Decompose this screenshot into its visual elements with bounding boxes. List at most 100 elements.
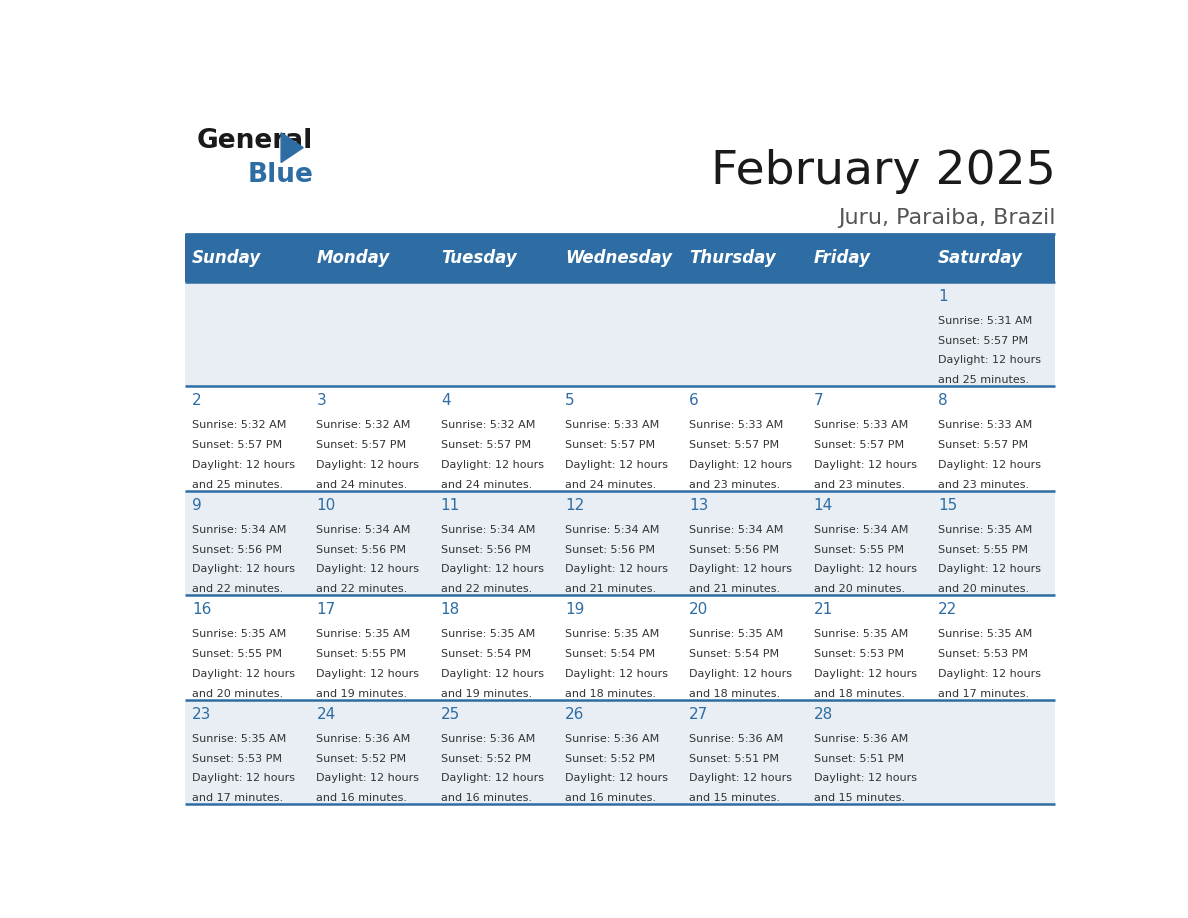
Text: Sunrise: 5:33 AM: Sunrise: 5:33 AM bbox=[565, 420, 659, 431]
FancyBboxPatch shape bbox=[807, 282, 931, 386]
Text: Sunrise: 5:36 AM: Sunrise: 5:36 AM bbox=[689, 733, 784, 744]
FancyBboxPatch shape bbox=[310, 386, 434, 491]
Text: Sunset: 5:51 PM: Sunset: 5:51 PM bbox=[814, 754, 904, 764]
FancyBboxPatch shape bbox=[931, 234, 1055, 282]
Text: Sunset: 5:52 PM: Sunset: 5:52 PM bbox=[441, 754, 531, 764]
Text: 24: 24 bbox=[316, 707, 336, 722]
Text: and 22 minutes.: and 22 minutes. bbox=[441, 584, 532, 594]
FancyBboxPatch shape bbox=[807, 386, 931, 491]
Text: Thursday: Thursday bbox=[689, 249, 776, 267]
Text: 12: 12 bbox=[565, 498, 584, 513]
FancyBboxPatch shape bbox=[185, 491, 310, 596]
Text: 5: 5 bbox=[565, 394, 575, 409]
Text: and 22 minutes.: and 22 minutes. bbox=[316, 584, 407, 594]
Text: and 23 minutes.: and 23 minutes. bbox=[689, 480, 781, 489]
Text: Daylight: 12 hours: Daylight: 12 hours bbox=[565, 460, 668, 470]
FancyBboxPatch shape bbox=[310, 491, 434, 596]
FancyBboxPatch shape bbox=[434, 596, 558, 700]
Text: Saturday: Saturday bbox=[939, 249, 1023, 267]
Text: 25: 25 bbox=[441, 707, 460, 722]
Text: Tuesday: Tuesday bbox=[441, 249, 517, 267]
Text: Daylight: 12 hours: Daylight: 12 hours bbox=[192, 565, 295, 575]
FancyBboxPatch shape bbox=[682, 700, 807, 804]
Text: Sunset: 5:57 PM: Sunset: 5:57 PM bbox=[939, 336, 1028, 346]
FancyBboxPatch shape bbox=[185, 282, 310, 386]
Text: Daylight: 12 hours: Daylight: 12 hours bbox=[939, 669, 1041, 679]
Text: 9: 9 bbox=[192, 498, 202, 513]
Text: 13: 13 bbox=[689, 498, 709, 513]
Text: Daylight: 12 hours: Daylight: 12 hours bbox=[939, 565, 1041, 575]
Text: Sunrise: 5:35 AM: Sunrise: 5:35 AM bbox=[939, 629, 1032, 639]
Text: Sunset: 5:57 PM: Sunset: 5:57 PM bbox=[192, 440, 283, 450]
FancyBboxPatch shape bbox=[185, 596, 310, 700]
Text: Sunset: 5:57 PM: Sunset: 5:57 PM bbox=[814, 440, 904, 450]
Text: Sunrise: 5:34 AM: Sunrise: 5:34 AM bbox=[814, 525, 908, 535]
Text: Daylight: 12 hours: Daylight: 12 hours bbox=[689, 460, 792, 470]
Text: Sunrise: 5:33 AM: Sunrise: 5:33 AM bbox=[689, 420, 784, 431]
FancyBboxPatch shape bbox=[931, 700, 1055, 804]
Text: Sunset: 5:56 PM: Sunset: 5:56 PM bbox=[689, 544, 779, 554]
Text: Sunrise: 5:36 AM: Sunrise: 5:36 AM bbox=[441, 733, 535, 744]
Text: 21: 21 bbox=[814, 602, 833, 618]
Text: Daylight: 12 hours: Daylight: 12 hours bbox=[689, 669, 792, 679]
Text: and 20 minutes.: and 20 minutes. bbox=[939, 584, 1029, 594]
Text: Daylight: 12 hours: Daylight: 12 hours bbox=[939, 355, 1041, 365]
Text: Wednesday: Wednesday bbox=[565, 249, 672, 267]
Text: February 2025: February 2025 bbox=[710, 149, 1055, 194]
Text: Sunset: 5:55 PM: Sunset: 5:55 PM bbox=[192, 649, 283, 659]
Text: 8: 8 bbox=[939, 394, 948, 409]
Text: 20: 20 bbox=[689, 602, 708, 618]
Text: and 16 minutes.: and 16 minutes. bbox=[316, 793, 407, 803]
Text: Sunset: 5:57 PM: Sunset: 5:57 PM bbox=[689, 440, 779, 450]
FancyBboxPatch shape bbox=[807, 700, 931, 804]
Text: Sunset: 5:56 PM: Sunset: 5:56 PM bbox=[192, 544, 283, 554]
Text: and 24 minutes.: and 24 minutes. bbox=[565, 480, 656, 489]
FancyBboxPatch shape bbox=[558, 386, 682, 491]
Text: Daylight: 12 hours: Daylight: 12 hours bbox=[316, 565, 419, 575]
Text: Daylight: 12 hours: Daylight: 12 hours bbox=[316, 773, 419, 783]
Text: and 21 minutes.: and 21 minutes. bbox=[565, 584, 656, 594]
FancyBboxPatch shape bbox=[558, 596, 682, 700]
Text: and 18 minutes.: and 18 minutes. bbox=[565, 688, 656, 699]
FancyBboxPatch shape bbox=[310, 700, 434, 804]
Text: Sunset: 5:54 PM: Sunset: 5:54 PM bbox=[441, 649, 531, 659]
Text: Sunrise: 5:32 AM: Sunrise: 5:32 AM bbox=[192, 420, 286, 431]
FancyBboxPatch shape bbox=[434, 700, 558, 804]
Text: 14: 14 bbox=[814, 498, 833, 513]
Text: and 25 minutes.: and 25 minutes. bbox=[192, 480, 283, 489]
Text: Sunset: 5:52 PM: Sunset: 5:52 PM bbox=[316, 754, 406, 764]
Text: Sunset: 5:51 PM: Sunset: 5:51 PM bbox=[689, 754, 779, 764]
Text: Daylight: 12 hours: Daylight: 12 hours bbox=[939, 460, 1041, 470]
Text: Daylight: 12 hours: Daylight: 12 hours bbox=[814, 773, 917, 783]
Text: and 24 minutes.: and 24 minutes. bbox=[316, 480, 407, 489]
Text: Sunrise: 5:35 AM: Sunrise: 5:35 AM bbox=[192, 629, 286, 639]
FancyBboxPatch shape bbox=[434, 386, 558, 491]
Text: Sunset: 5:56 PM: Sunset: 5:56 PM bbox=[316, 544, 406, 554]
FancyBboxPatch shape bbox=[682, 386, 807, 491]
Text: Sunset: 5:55 PM: Sunset: 5:55 PM bbox=[814, 544, 904, 554]
Text: 22: 22 bbox=[939, 602, 958, 618]
Text: and 20 minutes.: and 20 minutes. bbox=[192, 688, 283, 699]
Text: Sunrise: 5:36 AM: Sunrise: 5:36 AM bbox=[814, 733, 908, 744]
Text: Sunrise: 5:35 AM: Sunrise: 5:35 AM bbox=[689, 629, 784, 639]
Text: Sunrise: 5:35 AM: Sunrise: 5:35 AM bbox=[939, 525, 1032, 535]
FancyBboxPatch shape bbox=[185, 234, 310, 282]
FancyBboxPatch shape bbox=[185, 386, 310, 491]
Text: Sunset: 5:56 PM: Sunset: 5:56 PM bbox=[565, 544, 655, 554]
FancyBboxPatch shape bbox=[310, 596, 434, 700]
Text: and 15 minutes.: and 15 minutes. bbox=[689, 793, 781, 803]
FancyBboxPatch shape bbox=[558, 234, 682, 282]
Text: Daylight: 12 hours: Daylight: 12 hours bbox=[441, 565, 544, 575]
Text: 2: 2 bbox=[192, 394, 202, 409]
Text: Sunrise: 5:32 AM: Sunrise: 5:32 AM bbox=[441, 420, 535, 431]
Text: Monday: Monday bbox=[316, 249, 390, 267]
Text: and 16 minutes.: and 16 minutes. bbox=[441, 793, 532, 803]
FancyBboxPatch shape bbox=[682, 491, 807, 596]
FancyBboxPatch shape bbox=[310, 234, 434, 282]
Text: Juru, Paraiba, Brazil: Juru, Paraiba, Brazil bbox=[838, 207, 1055, 228]
Text: 28: 28 bbox=[814, 707, 833, 722]
Text: Sunrise: 5:33 AM: Sunrise: 5:33 AM bbox=[939, 420, 1032, 431]
Text: 23: 23 bbox=[192, 707, 211, 722]
Text: and 16 minutes.: and 16 minutes. bbox=[565, 793, 656, 803]
Text: and 17 minutes.: and 17 minutes. bbox=[939, 688, 1029, 699]
